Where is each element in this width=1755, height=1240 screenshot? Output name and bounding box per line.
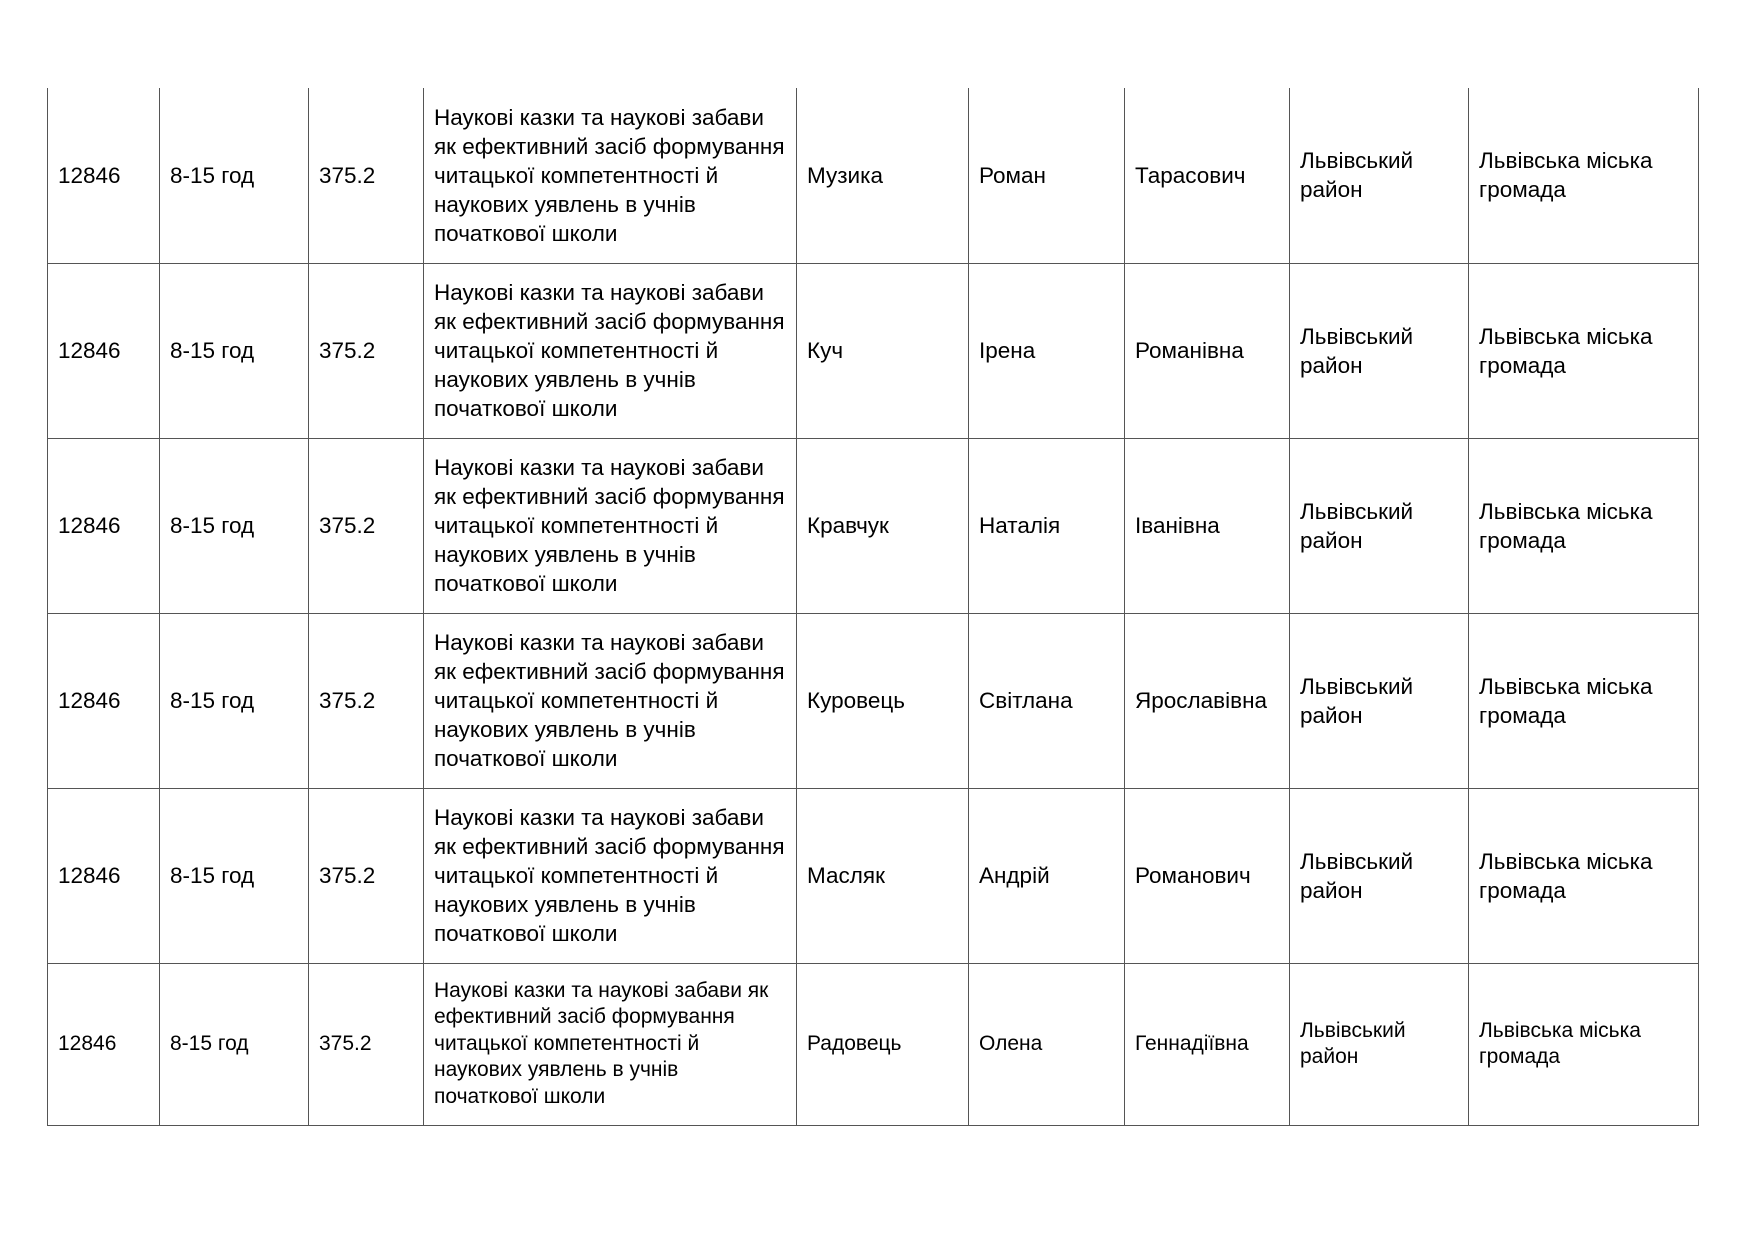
name-cell: Світлана — [968, 612, 1125, 789]
name-cell: Наталія — [968, 437, 1125, 614]
district-cell: Львівський район — [1289, 787, 1469, 964]
table-row: 12846 8-15 год 375.2 Наукові казки та науко… — [47, 612, 1699, 789]
district-cell: Львівський район — [1289, 88, 1469, 264]
patronymic-cell: Ярославівна — [1124, 612, 1290, 789]
patronymic-cell: Романович — [1124, 787, 1290, 964]
hours-cell: 8-15 год — [159, 962, 309, 1126]
topic-cell: Наукові казки та наукові забави як ефект… — [423, 437, 797, 614]
code-cell: 375.2 — [308, 787, 424, 964]
community-cell: Львівська міська громада — [1468, 787, 1699, 964]
surname-cell: Радовець — [796, 962, 969, 1126]
patronymic-cell: Геннадіївна — [1124, 962, 1290, 1126]
id-cell: 12846 — [47, 437, 160, 614]
table-row: 12846 8-15 год 375.2 Наукові казки та науко… — [47, 787, 1699, 964]
code-cell: 375.2 — [308, 962, 424, 1126]
name-cell: Олена — [968, 962, 1125, 1126]
surname-cell: Куровець — [796, 612, 969, 789]
table-row: 12846 8-15 год 375.2 Наукові казки та науко… — [47, 262, 1699, 439]
community-cell: Львівська міська громада — [1468, 612, 1699, 789]
id-cell: 12846 — [47, 612, 160, 789]
hours-cell: 8-15 год — [159, 612, 309, 789]
community-cell: Львівська міська громада — [1468, 88, 1699, 264]
code-cell: 375.2 — [308, 612, 424, 789]
code-cell: 375.2 — [308, 88, 424, 264]
surname-cell: Куч — [796, 262, 969, 439]
participants-table: 12846 8-15 год 375.2 Наукові казки та науко… — [47, 88, 1699, 1126]
code-cell: 375.2 — [308, 262, 424, 439]
surname-cell: Масляк — [796, 787, 969, 964]
district-cell: Львівський район — [1289, 962, 1469, 1126]
topic-cell: Наукові казки та наукові забави як ефект… — [423, 88, 797, 264]
district-cell: Львівський район — [1289, 612, 1469, 789]
id-cell: 12846 — [47, 962, 160, 1126]
surname-cell: Кравчук — [796, 437, 969, 614]
community-cell: Львівська міська громада — [1468, 437, 1699, 614]
table-row: 12846 8-15 год 375.2 Наукові казки та науко… — [47, 962, 1699, 1126]
topic-cell: Наукові казки та наукові забави як ефект… — [423, 262, 797, 439]
id-cell: 12846 — [47, 787, 160, 964]
id-cell: 12846 — [47, 262, 160, 439]
name-cell: Роман — [968, 88, 1125, 264]
topic-cell: Наукові казки та наукові забави як ефект… — [423, 612, 797, 789]
hours-cell: 8-15 год — [159, 787, 309, 964]
district-cell: Львівський район — [1289, 262, 1469, 439]
hours-cell: 8-15 год — [159, 88, 309, 264]
community-cell: Львівська міська громада — [1468, 262, 1699, 439]
hours-cell: 8-15 год — [159, 262, 309, 439]
topic-cell: Наукові казки та наукові забави як ефект… — [423, 962, 797, 1126]
code-cell: 375.2 — [308, 437, 424, 614]
name-cell: Ірена — [968, 262, 1125, 439]
patronymic-cell: Тарасович — [1124, 88, 1290, 264]
name-cell: Андрій — [968, 787, 1125, 964]
table-row: 12846 8-15 год 375.2 Наукові казки та науко… — [47, 437, 1699, 614]
id-cell: 12846 — [47, 88, 160, 264]
table-row: 12846 8-15 год 375.2 Наукові казки та науко… — [47, 88, 1699, 264]
patronymic-cell: Іванівна — [1124, 437, 1290, 614]
topic-cell: Наукові казки та наукові забави як ефект… — [423, 787, 797, 964]
community-cell: Львівська міська громада — [1468, 962, 1699, 1126]
district-cell: Львівський район — [1289, 437, 1469, 614]
surname-cell: Музика — [796, 88, 969, 264]
patronymic-cell: Романівна — [1124, 262, 1290, 439]
hours-cell: 8-15 год — [159, 437, 309, 614]
